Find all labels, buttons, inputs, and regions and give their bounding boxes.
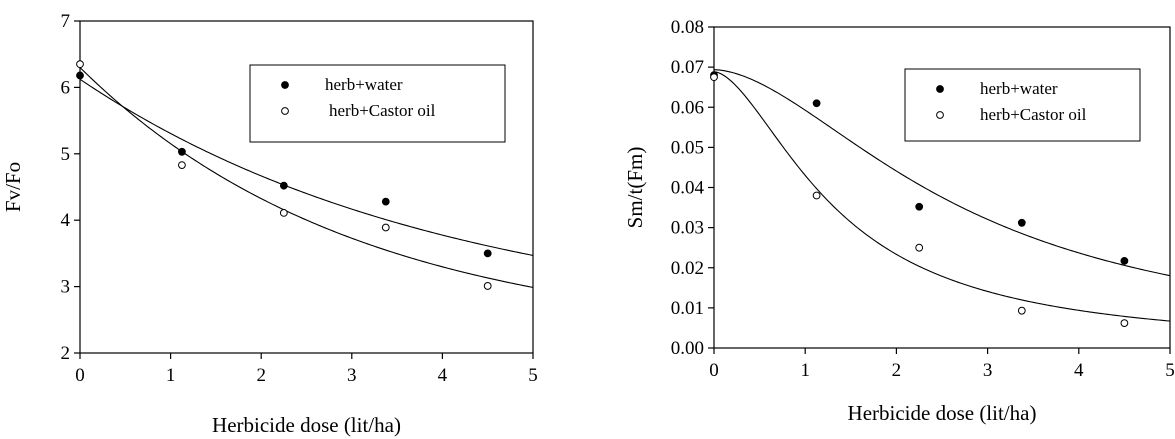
data-point-herb-water (483, 249, 492, 258)
data-point-herb-castor-oil (76, 60, 84, 69)
data-point-herb-water (1017, 218, 1026, 227)
x-tick-label: 1 (800, 360, 810, 381)
data-point-herb-castor-oil (279, 208, 288, 217)
data-point-herb-castor-oil (812, 191, 821, 200)
y-tick-label: 4 (61, 210, 71, 231)
y-tick-label: 7 (61, 11, 71, 32)
x-tick-label: 3 (347, 365, 357, 386)
y-tick-label: 5 (61, 144, 71, 165)
legend-box (249, 64, 506, 143)
data-point-herb-water (812, 99, 821, 108)
data-point-herb-water (381, 197, 390, 206)
data-point-herb-water (76, 71, 84, 80)
x-tick-label: 1 (166, 365, 176, 386)
series-fit-line-herb-castor-oil (79, 67, 534, 288)
y-tick-label: 0.03 (671, 218, 704, 239)
x-tick-label: 4 (438, 365, 448, 386)
data-point-herb-water (915, 202, 924, 211)
data-point-herb-water (279, 181, 288, 190)
data-point-herb-castor-oil (1120, 319, 1129, 328)
x-tick-label: 5 (528, 365, 538, 386)
data-point-herb-castor-oil (1017, 306, 1026, 315)
x-axis-label: Herbicide dose (lit/ha) (848, 401, 1037, 425)
y-tick-label: 3 (61, 277, 71, 298)
y-axis-label: Fv/Fo (1, 162, 25, 212)
series-fit-line-herb-castor-oil (713, 71, 1171, 322)
legend-marker-herb-water (936, 85, 944, 93)
legend-marker-herb-castor-oil (281, 107, 289, 115)
data-point-herb-castor-oil (915, 243, 924, 252)
legend-label-herb-water: herb+water (980, 79, 1058, 98)
y-tick-label: 0.00 (671, 338, 704, 359)
series-fit-line-herb-water (713, 69, 1171, 277)
y-tick-label: 0.04 (671, 178, 705, 199)
x-tick-label: 0 (75, 365, 85, 386)
y-axis-label: Sm/t(Fm) (623, 147, 647, 229)
data-point-herb-castor-oil (381, 223, 390, 232)
legend-marker-herb-water (281, 81, 289, 89)
x-tick-label: 0 (709, 360, 719, 381)
series-fit-line-herb-water (79, 78, 534, 256)
legend-box (904, 68, 1141, 142)
x-axis-label: Herbicide dose (lit/ha) (212, 413, 401, 437)
y-tick-label: 0.08 (671, 17, 704, 38)
chart-fv-fo: 0 1 2 3 4 5 2 3 4 5 6 7 Herbicide dose (lit/ha) Fv/Fo… (1, 11, 538, 437)
x-tick-label: 5 (1165, 360, 1175, 381)
plot-area-frame (79, 20, 534, 354)
legend-label-herb-castor-oil: herb+Castor oil (980, 105, 1087, 124)
chart-sm-t-fm: 0 1 2 3 4 5 0.00 0.01 0.02 0.03 0.04 0.05 0.06 0.07 0.… (623, 17, 1175, 425)
y-tick-label: 0.02 (671, 258, 704, 279)
y-tick-label: 6 (61, 77, 71, 98)
x-tick-label: 3 (983, 360, 993, 381)
y-tick-label: 0.07 (671, 57, 704, 78)
data-point-herb-water (1120, 257, 1129, 265)
y-tick-label: 0.06 (671, 97, 704, 118)
legend-label-herb-water: herb+water (325, 75, 403, 94)
x-tick-label: 2 (256, 365, 266, 386)
data-point-herb-water (178, 147, 186, 156)
x-tick-label: 4 (1074, 360, 1084, 381)
legend-label-herb-castor-oil: herb+Castor oil (329, 101, 436, 120)
data-point-herb-castor-oil (178, 161, 186, 169)
data-point-herb-castor-oil (710, 73, 718, 82)
data-point-herb-castor-oil (483, 282, 492, 290)
x-tick-label: 2 (892, 360, 902, 381)
legend-marker-herb-castor-oil (936, 111, 944, 119)
y-tick-label: 0.01 (671, 298, 704, 319)
y-tick-label: 0.05 (671, 137, 704, 158)
y-tick-label: 2 (61, 343, 71, 364)
